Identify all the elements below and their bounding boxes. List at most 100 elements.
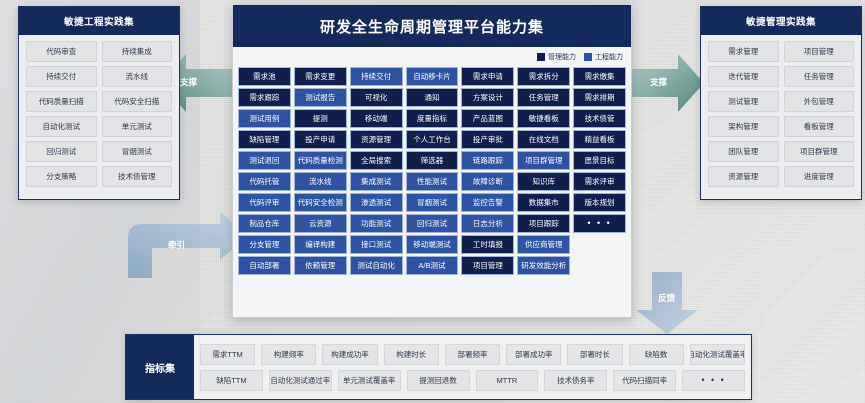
capability-cell[interactable]: 需求排期 xyxy=(573,88,626,107)
metric-chip[interactable]: 自动化测试覆盖率 xyxy=(689,343,745,365)
practice-chip[interactable]: 持续集成 xyxy=(101,41,172,62)
capability-cell[interactable]: 编译构建 xyxy=(293,235,347,254)
capability-cell[interactable]: 需求申请 xyxy=(461,67,515,86)
capability-cell[interactable]: 供应商管理 xyxy=(517,235,571,254)
practice-chip[interactable]: 需求管理 xyxy=(708,41,779,62)
capability-cell[interactable]: 缺陷管理 xyxy=(238,130,291,149)
capability-cell[interactable]: 版本规划 xyxy=(573,193,626,212)
metric-chip[interactable]: 技术债务率 xyxy=(544,369,608,391)
capability-cell[interactable]: 云资源 xyxy=(293,214,347,233)
capability-cell[interactable]: 移动端 xyxy=(349,109,403,128)
practice-chip[interactable]: 回归测试 xyxy=(26,141,97,162)
metric-chip[interactable]: 单元测试覆盖率 xyxy=(337,369,401,391)
capability-cell[interactable]: 方案设计 xyxy=(461,88,515,107)
capability-cell[interactable]: 渗透测试 xyxy=(349,193,403,212)
metric-chip[interactable]: 构建频率 xyxy=(261,343,317,365)
capability-cell[interactable]: 项目跟踪 xyxy=(517,214,571,233)
metric-chip[interactable]: 构建时长 xyxy=(383,343,439,365)
capability-cell[interactable]: 分支管理 xyxy=(238,235,291,254)
capability-cell[interactable]: 日志分析 xyxy=(461,214,515,233)
metric-chip[interactable]: 部署成功率 xyxy=(506,343,562,365)
practice-chip[interactable]: 迭代管理 xyxy=(708,66,779,87)
capability-cell[interactable]: 自动移卡片 xyxy=(405,67,459,86)
practice-chip[interactable]: 技术债管理 xyxy=(101,166,172,187)
capability-cell[interactable]: 项目群管理 xyxy=(517,151,571,170)
practice-chip[interactable]: 代码安全扫描 xyxy=(101,91,172,112)
capability-cell[interactable]: 敏捷看板 xyxy=(517,109,571,128)
metric-chip[interactable]: 缺陷TTM xyxy=(200,369,263,391)
capability-cell[interactable]: 精益看板 xyxy=(573,130,626,149)
capability-cell[interactable]: 流水线 xyxy=(293,172,347,191)
capability-cell[interactable]: 筛选器 xyxy=(405,151,459,170)
capability-cell[interactable]: 链路跟踪 xyxy=(461,151,515,170)
practice-chip[interactable]: 团队管理 xyxy=(708,141,779,162)
capability-cell[interactable]: 需求拆分 xyxy=(517,67,571,86)
capability-cell[interactable]: 回归测试 xyxy=(405,214,459,233)
capability-cell[interactable]: 需求变更 xyxy=(293,67,347,86)
capability-cell[interactable]: 愿景目标 xyxy=(573,151,626,170)
capability-cell[interactable]: A/B测试 xyxy=(405,256,459,275)
capability-cell[interactable]: 数据集市 xyxy=(517,193,571,212)
practice-chip[interactable]: 看板管理 xyxy=(783,116,854,137)
capability-cell[interactable]: • • • xyxy=(573,214,626,233)
capability-cell[interactable]: 需求跟踪 xyxy=(238,88,291,107)
capability-cell[interactable]: 移动端测试 xyxy=(405,235,459,254)
capability-cell[interactable]: 技术债管 xyxy=(573,109,626,128)
practice-chip[interactable]: 冒烟测试 xyxy=(101,141,172,162)
capability-cell[interactable]: 性能测试 xyxy=(405,172,459,191)
capability-cell[interactable]: 投产审批 xyxy=(461,130,515,149)
capability-cell[interactable]: 测试自动化 xyxy=(349,256,403,275)
capability-cell[interactable]: 依赖管理 xyxy=(293,256,347,275)
capability-cell[interactable]: 监控告警 xyxy=(461,193,515,212)
capability-cell[interactable]: 需求缴集 xyxy=(573,67,626,86)
metric-chip[interactable]: 缺陷数 xyxy=(628,343,684,365)
practice-chip[interactable]: 资源管理 xyxy=(708,166,779,187)
capability-cell[interactable]: 知识库 xyxy=(517,172,571,191)
capability-cell[interactable]: 测试用例 xyxy=(238,109,291,128)
practice-chip[interactable]: 自动化测试 xyxy=(26,116,97,137)
capability-cell[interactable]: 测试退回 xyxy=(238,151,291,170)
capability-cell[interactable]: 自动部署 xyxy=(238,256,291,275)
metric-chip[interactable]: • • • xyxy=(682,369,745,391)
capability-cell[interactable]: 可视化 xyxy=(349,88,403,107)
capability-cell[interactable]: 测试报告 xyxy=(293,88,347,107)
capability-cell[interactable]: 全局搜索 xyxy=(349,151,403,170)
practice-chip[interactable]: 单元测试 xyxy=(101,116,172,137)
capability-cell[interactable]: 功能测试 xyxy=(349,214,403,233)
metric-chip[interactable]: 自动化测试通过率 xyxy=(268,369,332,391)
capability-cell[interactable]: 故障诊断 xyxy=(461,172,515,191)
capability-cell[interactable]: 接口测试 xyxy=(349,235,403,254)
practice-chip[interactable]: 外包管理 xyxy=(783,91,854,112)
capability-cell[interactable]: 任务管理 xyxy=(517,88,571,107)
capability-cell[interactable]: 在线文档 xyxy=(517,130,571,149)
capability-cell[interactable]: 产品蓝图 xyxy=(461,109,515,128)
practice-chip[interactable]: 持续交付 xyxy=(26,66,97,87)
capability-cell[interactable]: 代码质量检测 xyxy=(293,151,347,170)
practice-chip[interactable]: 测试管理 xyxy=(708,91,779,112)
capability-cell[interactable]: 个人工作台 xyxy=(405,130,459,149)
capability-cell[interactable]: 代码安全检测 xyxy=(293,193,347,212)
practice-chip[interactable]: 项目群管理 xyxy=(783,141,854,162)
metric-chip[interactable]: 代码扫描同率 xyxy=(613,369,677,391)
capability-cell[interactable]: 需求池 xyxy=(238,67,291,86)
capability-cell[interactable]: 集成测试 xyxy=(349,172,403,191)
capability-cell[interactable]: 通知 xyxy=(405,88,459,107)
practice-chip[interactable]: 代码质量扫描 xyxy=(26,91,97,112)
metric-chip[interactable]: 部署频率 xyxy=(444,343,501,365)
capability-cell[interactable]: 冒烟测试 xyxy=(405,193,459,212)
capability-cell[interactable]: 持续交付 xyxy=(349,67,403,86)
metric-chip[interactable]: 部署时长 xyxy=(567,343,623,365)
practice-chip[interactable]: 进度管理 xyxy=(783,166,854,187)
capability-cell[interactable]: 项目管理 xyxy=(461,256,515,275)
capability-cell[interactable]: 投产申请 xyxy=(293,130,347,149)
metric-chip[interactable]: 提测回退数 xyxy=(406,369,470,391)
capability-cell[interactable]: 研发效能分析 xyxy=(517,256,571,275)
metric-chip[interactable]: 构建成功率 xyxy=(322,343,378,365)
capability-cell[interactable]: 提测 xyxy=(293,109,347,128)
capability-cell[interactable]: 代码评审 xyxy=(238,193,291,212)
capability-cell[interactable]: 代码托管 xyxy=(238,172,291,191)
practice-chip[interactable]: 架构管理 xyxy=(708,116,779,137)
capability-cell[interactable]: 工时填报 xyxy=(461,235,515,254)
capability-cell[interactable]: 需求评审 xyxy=(573,172,626,191)
practice-chip[interactable]: 代码审查 xyxy=(26,41,97,62)
